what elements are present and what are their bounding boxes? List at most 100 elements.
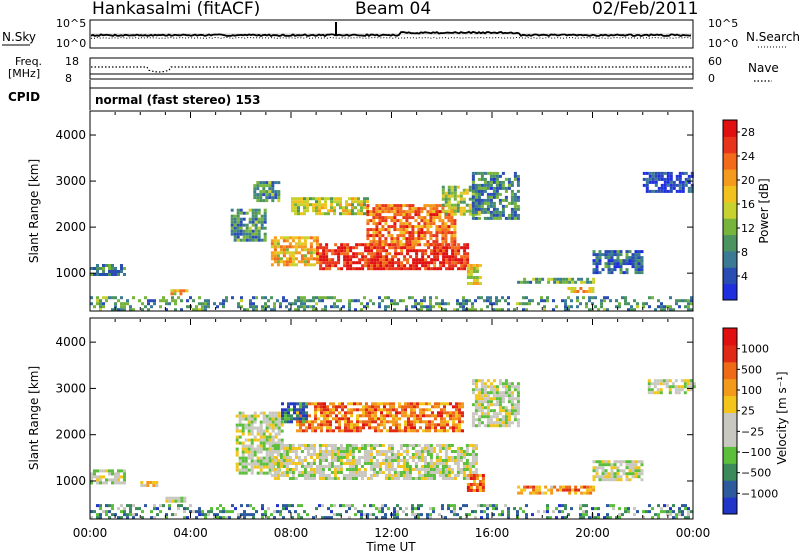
heatmap-cell xyxy=(405,447,409,450)
heatmap-cell xyxy=(418,258,422,262)
heatmap-cell xyxy=(233,232,237,236)
heatmap-cell xyxy=(412,267,416,271)
heatmap-cell xyxy=(336,447,340,450)
heatmap-cell xyxy=(640,478,644,482)
heatmap-cell xyxy=(465,444,469,447)
freq-right-tick-top: 60 xyxy=(708,55,722,68)
heatmap-cell xyxy=(244,444,248,448)
heatmap-cell xyxy=(489,216,493,220)
heatmap-cell xyxy=(368,420,371,424)
heatmap-cell xyxy=(201,305,204,309)
heatmap-cell xyxy=(111,507,114,511)
heatmap-cell xyxy=(321,504,324,508)
heatmap-cell xyxy=(678,510,681,514)
heatmap-cell xyxy=(394,246,398,250)
heatmap-cell xyxy=(259,196,263,200)
heatmap-cell xyxy=(111,267,114,270)
heatmap-cell xyxy=(480,201,484,205)
heatmap-cell xyxy=(455,405,458,409)
heatmap-cell xyxy=(414,453,418,456)
heatmap-cell xyxy=(381,207,385,211)
heatmap-cell xyxy=(330,471,334,474)
heatmap-cell xyxy=(483,406,487,410)
heatmap-cell xyxy=(451,249,455,253)
heatmap-cell xyxy=(454,255,458,259)
heatmap-cell xyxy=(318,462,322,465)
heatmap-cell xyxy=(429,305,432,309)
heatmap-cell xyxy=(364,261,368,265)
heatmap-cell xyxy=(102,270,105,273)
heatmap-cell xyxy=(90,472,93,476)
heatmap-cell xyxy=(402,216,406,220)
heatmap-cell xyxy=(263,211,267,215)
heatmap-cell xyxy=(123,510,126,514)
heatmap-cell xyxy=(481,489,485,492)
heatmap-cell xyxy=(261,305,264,309)
heatmap-cell xyxy=(117,507,120,511)
heatmap-cell xyxy=(453,231,457,235)
heatmap-cell xyxy=(347,408,350,412)
heatmap-cell xyxy=(472,270,476,273)
heatmap-cell xyxy=(678,180,682,184)
heatmap-cell xyxy=(672,183,676,187)
heatmap-cell xyxy=(429,474,433,477)
heatmap-cell xyxy=(381,240,385,244)
heatmap-cell xyxy=(270,245,274,249)
heatmap-cell xyxy=(150,516,153,520)
heatmap-cell xyxy=(262,184,266,188)
heatmap-cell xyxy=(489,213,493,217)
heatmap-cell xyxy=(363,212,366,216)
heatmap-cell xyxy=(448,261,452,265)
heatmap-cell xyxy=(281,417,284,421)
heatmap-cell xyxy=(198,308,201,312)
heatmap-cell xyxy=(680,385,684,389)
heatmap-cell xyxy=(489,204,493,208)
heatmap-cell xyxy=(501,385,505,389)
heatmap-cell xyxy=(259,420,263,424)
heatmap-cell xyxy=(431,405,434,409)
heatmap-cell xyxy=(472,483,476,486)
heatmap-cell xyxy=(406,249,410,253)
heatmap-cell xyxy=(665,385,669,389)
heatmap-cell xyxy=(408,471,412,474)
heatmap-cell xyxy=(390,216,394,220)
heatmap-cell xyxy=(513,418,517,422)
heatmap-cell xyxy=(132,516,135,520)
station-title: Hankasalmi (fitACF) xyxy=(92,0,260,19)
heatmap-cell xyxy=(562,485,566,489)
heatmap-cell xyxy=(480,510,483,514)
heatmap-cell xyxy=(239,217,243,221)
heatmap-cell xyxy=(492,409,496,413)
heatmap-cell xyxy=(408,216,412,220)
heatmap-cell xyxy=(675,189,679,193)
heatmap-cell xyxy=(486,406,490,410)
heatmap-cell xyxy=(640,262,644,266)
heatmap-cell xyxy=(357,474,361,477)
heatmap-cell xyxy=(492,213,496,217)
heatmap-cell xyxy=(610,259,614,263)
heatmap-cell xyxy=(454,264,458,268)
heatmap-cell xyxy=(252,302,255,306)
heatmap-cell xyxy=(547,277,551,281)
heatmap-cell xyxy=(165,496,169,500)
heatmap-cell xyxy=(585,305,588,309)
heatmap-cell xyxy=(317,408,320,412)
heatmap-cell xyxy=(348,212,351,216)
heatmap-cell xyxy=(412,249,416,253)
heatmap-cell xyxy=(318,209,321,213)
heatmap-cell xyxy=(449,414,452,418)
heatmap-cell xyxy=(336,197,339,201)
heatmap-cell xyxy=(323,405,326,409)
heatmap-cell xyxy=(471,453,475,456)
heatmap-cell xyxy=(378,450,382,453)
heatmap-cell xyxy=(293,411,296,415)
heatmap-cell xyxy=(465,188,469,192)
heatmap-cell xyxy=(547,488,551,492)
heatmap-cell xyxy=(241,432,245,436)
heatmap-cell xyxy=(489,296,492,300)
heatmap-cell xyxy=(253,453,257,457)
heatmap-cell xyxy=(405,231,409,235)
heatmap-cell xyxy=(235,450,239,454)
heatmap-cell xyxy=(416,417,419,421)
heatmap-cell xyxy=(471,510,474,514)
